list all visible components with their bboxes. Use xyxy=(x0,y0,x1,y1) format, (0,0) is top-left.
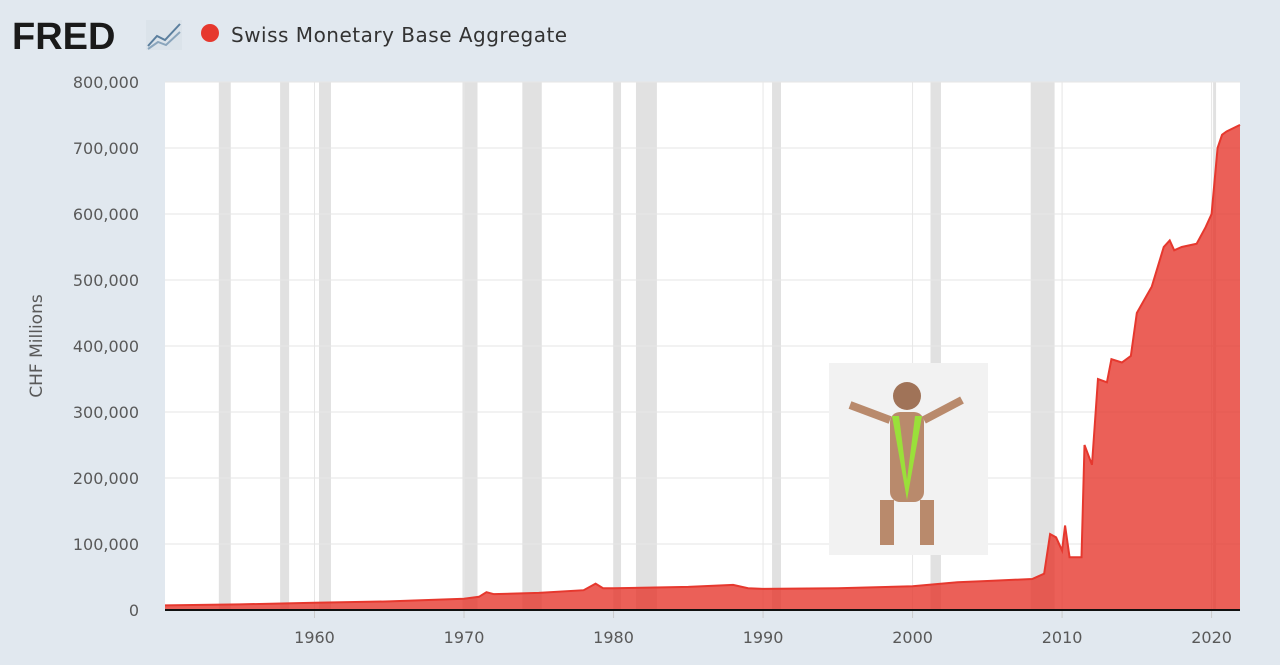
y-tick-label: 500,000 xyxy=(73,271,139,290)
x-tick-label: 1980 xyxy=(593,628,634,647)
logo: FRED xyxy=(12,16,115,58)
y-tick-label: 200,000 xyxy=(73,469,139,488)
y-tick-label: 0 xyxy=(129,601,139,620)
legend-marker xyxy=(201,24,219,42)
y-tick-label: 100,000 xyxy=(73,535,139,554)
x-tick-label: 1970 xyxy=(444,628,485,647)
x-tick-label: 1990 xyxy=(743,628,784,647)
x-tick-label: 2010 xyxy=(1042,628,1083,647)
legend-label: Swiss Monetary Base Aggregate xyxy=(231,23,568,47)
y-tick-label: 600,000 xyxy=(73,205,139,224)
y-tick-label: 300,000 xyxy=(73,403,139,422)
logo-icon xyxy=(146,20,182,50)
y-tick-label: 700,000 xyxy=(73,139,139,158)
plot-layer xyxy=(164,81,1241,618)
y-tick-label: 400,000 xyxy=(73,337,139,356)
area xyxy=(165,124,1240,611)
y-axis-label: CHF Millions xyxy=(27,294,47,398)
x-tick-label: 2000 xyxy=(892,628,933,647)
x-tick-label: 1960 xyxy=(294,628,335,647)
line xyxy=(164,124,1241,607)
photo xyxy=(829,363,988,555)
x-tick-label: 2020 xyxy=(1191,628,1232,647)
y-tick-label: 800,000 xyxy=(73,73,139,92)
